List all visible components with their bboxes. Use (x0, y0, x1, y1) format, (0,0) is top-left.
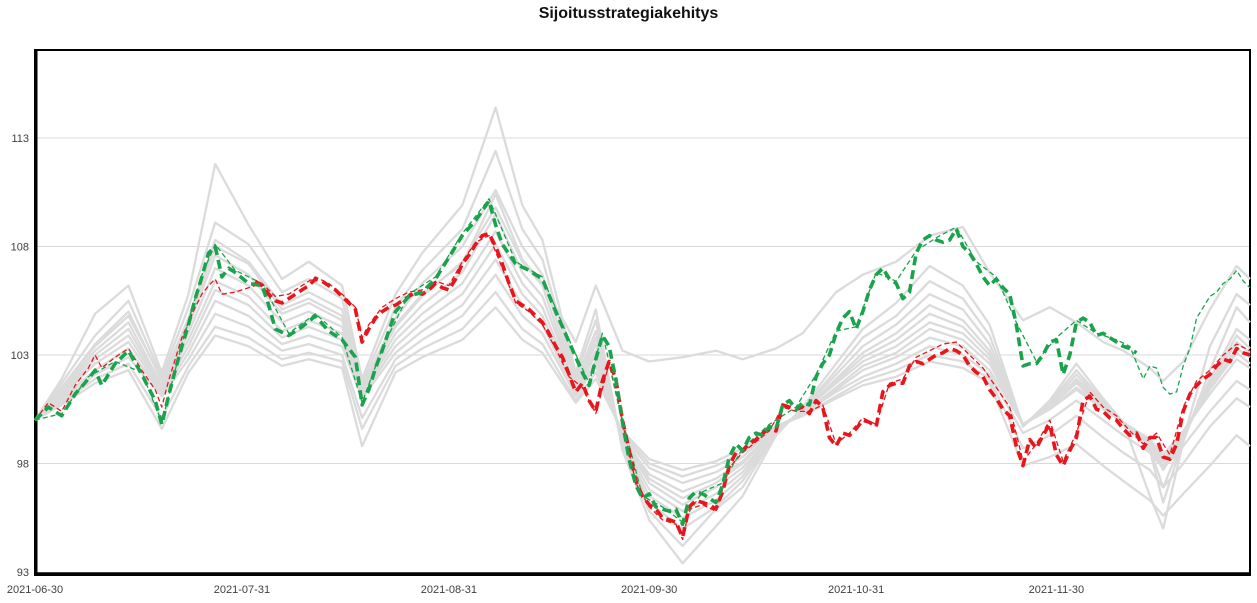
y-tick-label: 113 (11, 133, 29, 145)
ensemble-line-strategy-05 (34, 212, 1251, 513)
strategy-red-thin-line (34, 234, 1251, 541)
ensemble-line-strategy-08 (34, 258, 1251, 493)
x-tick-label: 2021-06-30 (7, 584, 63, 596)
chart-title: Sijoitusstrategiakehitys (538, 5, 719, 22)
ensemble-line-strategy-12 (34, 193, 1251, 421)
x-tick-label: 2021-10-31 (828, 584, 884, 596)
ensemble-line-strategy-01 (34, 106, 1251, 565)
ensemble-line-strategy-04 (34, 206, 1251, 519)
y-tick-label: 98 (17, 459, 29, 471)
ensemble-line-strategy-11 (34, 306, 1251, 517)
x-tick-label: 2021-07-31 (214, 584, 270, 596)
ensemble-line-strategy-09 (34, 273, 1251, 485)
x-tick-label: 2021-11-30 (1029, 584, 1084, 596)
ensemble-line-strategy-02 (34, 149, 1251, 548)
x-tick-label: 2021-08-31 (421, 584, 477, 596)
ensemble-line-strategy-07 (34, 243, 1251, 500)
y-tick-label: 103 (11, 350, 29, 362)
ensemble-line-strategy-10 (34, 290, 1251, 489)
y-tick-label: 93 (17, 567, 29, 579)
strategy-green-thin-line (34, 198, 1251, 523)
y-tick-label: 108 (11, 242, 29, 254)
x-tick-label: 2021-09-30 (621, 584, 677, 596)
strategy-green-thick-line (33, 199, 1138, 527)
